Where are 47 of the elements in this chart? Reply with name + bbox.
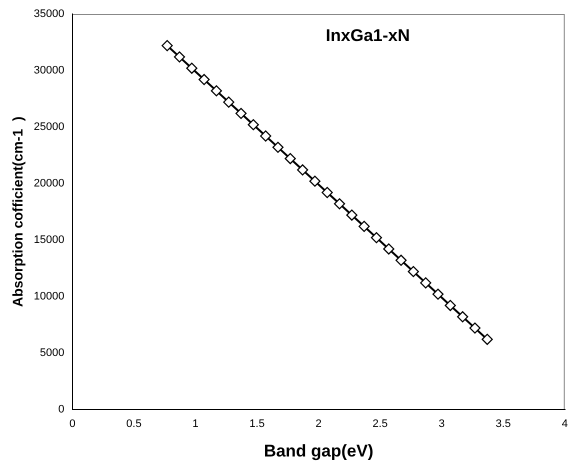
- point: [444, 300, 456, 312]
- text: InxGa1-xN: [326, 26, 410, 46]
- x-tick-label: 0.5: [126, 418, 142, 430]
- point: [210, 85, 222, 96]
- x-tick-label: 3: [438, 418, 445, 430]
- point: [420, 277, 432, 288]
- x-tick-label: 0: [69, 418, 76, 430]
- point: [457, 311, 468, 322]
- point: [272, 142, 284, 153]
- y-tick-label: 15000: [34, 234, 64, 246]
- x-axis-title: Band gap(eV): [264, 441, 374, 460]
- y-tick-label: 5000: [40, 346, 64, 359]
- y-tick-label: 25000: [34, 121, 64, 134]
- point: [408, 266, 419, 278]
- point: [248, 119, 259, 130]
- point: [309, 176, 320, 187]
- point: [296, 164, 308, 176]
- point: [358, 220, 370, 232]
- point: [235, 108, 247, 120]
- point: [383, 243, 394, 255]
- point: [260, 130, 272, 142]
- point: [284, 153, 296, 164]
- x-tick-label: 2.5: [372, 418, 388, 430]
- point: [223, 96, 234, 108]
- x-tick-label: 3.5: [496, 418, 511, 430]
- y-tick-label: 20000: [34, 177, 64, 190]
- x-tick-label: 2: [316, 418, 322, 430]
- x-tick-label: 1.5: [249, 418, 265, 430]
- y-axis-title: Absorption cofficient(cm-1 ): [9, 116, 26, 307]
- point: [395, 254, 407, 266]
- point: [322, 186, 333, 198]
- x-tick-label: 4: [562, 418, 568, 430]
- point: [162, 40, 173, 52]
- point: [334, 198, 346, 210]
- point: [432, 288, 444, 300]
- y-tick-label: 10000: [34, 290, 64, 302]
- point: [198, 74, 210, 86]
- y-tick-label: 35000: [34, 8, 64, 20]
- y-tick-label: 30000: [34, 64, 64, 77]
- x-tick-label: 1: [192, 418, 199, 430]
- point: [469, 322, 481, 334]
- point: [346, 209, 358, 221]
- point: [370, 232, 382, 244]
- point: [482, 334, 493, 345]
- point: [186, 62, 198, 74]
- y-tick-label: 0: [58, 403, 64, 416]
- point: [174, 51, 186, 63]
